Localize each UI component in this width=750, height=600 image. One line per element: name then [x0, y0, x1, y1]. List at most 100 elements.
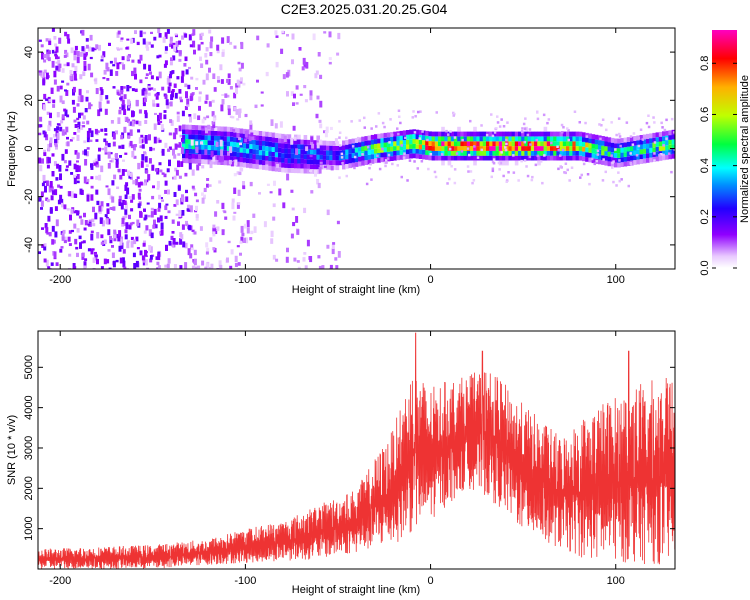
heatmap-cell: [390, 156, 394, 161]
heatmap-cell: [406, 134, 410, 140]
heatmap-cell: [626, 156, 631, 162]
heatmap-cell: [55, 55, 58, 60]
heatmap-cell: [64, 109, 68, 117]
heatmap-cell: [550, 146, 554, 151]
heatmap-cell: [186, 208, 190, 212]
heatmap-cell: [441, 146, 445, 151]
heatmap-cell: [300, 163, 304, 169]
heatmap-cell: [303, 252, 307, 255]
heatmap-cell: [415, 153, 420, 159]
heatmap-cell: [350, 120, 353, 123]
heatmap-cell: [386, 147, 391, 152]
heatmap-cell: [370, 149, 375, 155]
heatmap-cell: [249, 181, 253, 187]
heatmap-cell: [84, 108, 88, 113]
heatmap-cell: [122, 260, 126, 268]
heatmap-cell: [82, 115, 86, 120]
heatmap-cell: [482, 150, 487, 156]
y-tick-label: 5000: [23, 355, 35, 379]
heatmap-cell: [216, 44, 220, 51]
heatmap-cell: [492, 158, 496, 161]
heatmap-cell: [78, 112, 81, 119]
heatmap-cell: [226, 155, 231, 161]
heatmap-cell: [103, 69, 107, 75]
heatmap-cell: [210, 36, 214, 42]
heatmap-cell: [235, 87, 238, 95]
heatmap-cell: [393, 155, 397, 161]
heatmap-cell: [252, 139, 256, 145]
heatmap-cell: [572, 150, 576, 156]
heatmap-cell: [233, 146, 237, 152]
heatmap-cell: [375, 125, 378, 128]
heatmap-cell: [262, 160, 266, 166]
heatmap-cell: [534, 141, 538, 147]
heatmap-cell: [210, 145, 215, 151]
heatmap-cell: [268, 141, 272, 147]
heatmap-cell: [631, 143, 635, 146]
heatmap-cell: [496, 121, 500, 124]
heatmap-cell: [440, 153, 444, 156]
heatmap-cell: [99, 94, 103, 101]
heatmap-cell: [354, 152, 359, 158]
heatmap-cell: [332, 145, 336, 151]
heatmap-cell: [142, 136, 146, 143]
heatmap-cell: [145, 164, 149, 168]
heatmap-cell: [292, 222, 296, 227]
heatmap-cell: [80, 112, 84, 116]
heatmap-cell: [620, 178, 623, 181]
heatmap-cell: [380, 138, 384, 143]
y-tick-label: 0: [23, 145, 35, 151]
heatmap-cell: [316, 154, 320, 160]
heatmap-cell: [141, 144, 145, 149]
heatmap-cell: [412, 134, 416, 139]
heatmap-cell: [286, 173, 290, 181]
heatmap-cell: [306, 154, 311, 160]
heatmap-cell: [303, 163, 308, 169]
heatmap-cell: [66, 82, 70, 86]
heatmap-cell: [204, 154, 208, 160]
heatmap-cell: [124, 184, 128, 191]
heatmap-cell: [165, 244, 168, 251]
heatmap-cell: [242, 143, 247, 149]
heatmap-cell: [287, 148, 292, 154]
heatmap-cell: [323, 31, 327, 34]
x-tick-label: -200: [49, 575, 71, 587]
heatmap-cell: [47, 215, 51, 222]
heatmap-cell: [454, 136, 458, 142]
heatmap-cell: [399, 150, 404, 155]
heatmap-cell: [73, 266, 77, 269]
heatmap-cell: [470, 136, 474, 142]
heatmap-cell: [540, 155, 544, 161]
heatmap-cell: [149, 146, 153, 152]
heatmap-cell: [607, 146, 612, 152]
heatmap-cell: [70, 47, 74, 54]
heatmap-cell: [534, 146, 538, 151]
heatmap-cell: [623, 147, 628, 152]
heatmap-cell: [540, 150, 544, 156]
heatmap-cell: [127, 170, 130, 176]
heatmap-cell: [133, 263, 137, 269]
heatmap-cell: [97, 109, 101, 117]
heatmap-cell: [204, 140, 208, 145]
heatmap-cell: [646, 143, 650, 149]
heatmap-cell: [152, 224, 156, 229]
heatmap-cell: [129, 172, 133, 177]
heatmap-cell: [361, 160, 365, 166]
x-tick-label: -200: [49, 274, 71, 286]
heatmap-cell: [229, 146, 233, 154]
heatmap-cell: [221, 229, 225, 236]
heatmap-cell: [227, 151, 230, 156]
heatmap-cell: [336, 52, 340, 56]
heatmap-cell: [297, 168, 301, 174]
heatmap-cell: [125, 47, 129, 50]
heatmap-cell: [255, 130, 260, 136]
heatmap-cell: [57, 184, 61, 188]
heatmap-cell: [109, 235, 112, 240]
heatmap-cell: [502, 141, 506, 147]
heatmap-cell: [60, 120, 64, 124]
heatmap-cell: [161, 199, 164, 202]
heatmap-cell: [98, 101, 102, 109]
heatmap-cell: [319, 150, 324, 155]
heatmap-cell: [348, 163, 352, 169]
heatmap-cell: [316, 169, 320, 175]
